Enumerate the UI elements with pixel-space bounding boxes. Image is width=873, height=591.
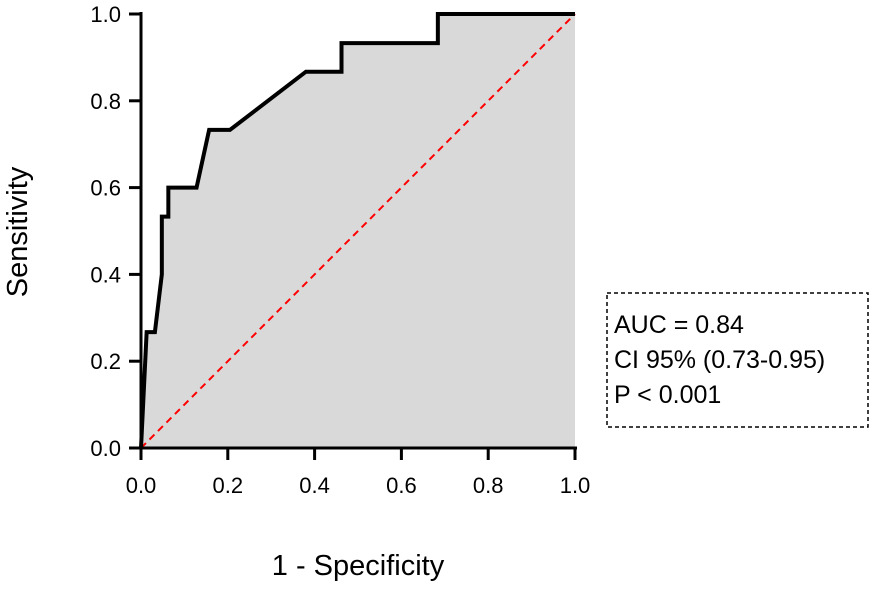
x-tick-label: 0.4	[299, 473, 330, 498]
x-axis-label: 1 - Specificity	[272, 550, 445, 582]
annotation-auc: AUC = 0.84	[614, 311, 744, 339]
x-tick-label: 0.0	[126, 473, 157, 498]
annotation-border	[606, 292, 869, 428]
y-axis-label: Sensitivity	[2, 166, 34, 297]
roc-curve	[139, 12, 575, 449]
y-tick-label: 1.0	[90, 2, 121, 27]
y-tick-label: 0.2	[90, 349, 121, 374]
x-tick-label: 0.2	[213, 473, 244, 498]
x-tick-label: 0.8	[473, 473, 504, 498]
y-tick-label: 0.4	[90, 262, 121, 287]
reference-line	[140, 13, 576, 449]
annotation-box: AUC = 0.84 CI 95% (0.73-0.95) P < 0.001	[606, 292, 869, 428]
annotation-ci: CI 95% (0.73-0.95)	[614, 346, 825, 374]
x-tick-label: 1.0	[560, 473, 591, 498]
y-tick-label: 0.8	[90, 89, 121, 114]
y-tick-label: 0.6	[90, 176, 121, 201]
y-tick-label: 0.0	[90, 436, 121, 461]
annotation-p: P < 0.001	[614, 381, 721, 409]
x-tick-label: 0.6	[386, 473, 417, 498]
